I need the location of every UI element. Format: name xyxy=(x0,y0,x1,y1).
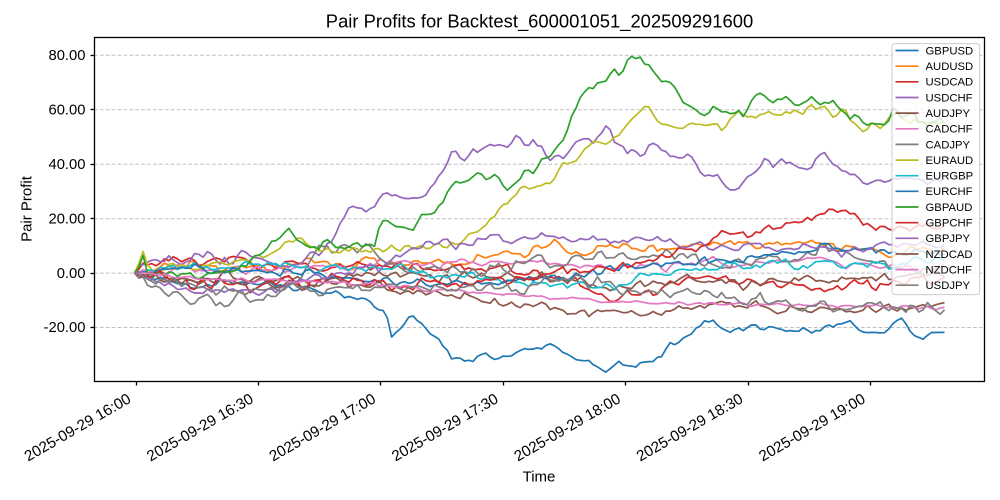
svg-text:AUDUSD: AUDUSD xyxy=(926,61,974,73)
svg-text:USDCAD: USDCAD xyxy=(926,77,974,89)
svg-text:CADJPY: CADJPY xyxy=(926,139,971,151)
svg-text:EURAUD: EURAUD xyxy=(926,155,974,167)
svg-text:CADCHF: CADCHF xyxy=(926,124,973,136)
svg-text:Pair Profit: Pair Profit xyxy=(19,175,36,242)
svg-text:Time: Time xyxy=(523,469,556,486)
svg-text:0.00: 0.00 xyxy=(57,266,86,282)
svg-text:20.00: 20.00 xyxy=(48,211,85,227)
svg-text:AUDJPY: AUDJPY xyxy=(926,108,971,120)
svg-text:USDJPY: USDJPY xyxy=(926,280,971,292)
svg-text:80.00: 80.00 xyxy=(48,48,85,64)
svg-text:EURGBP: EURGBP xyxy=(926,171,974,183)
svg-text:-20.00: -20.00 xyxy=(44,320,86,336)
svg-text:GBPJPY: GBPJPY xyxy=(926,233,971,245)
svg-text:GBPCHF: GBPCHF xyxy=(926,218,973,230)
svg-text:EURCHF: EURCHF xyxy=(926,186,973,198)
svg-text:GBPUSD: GBPUSD xyxy=(926,45,974,57)
svg-text:Pair Profits for Backtest_6000: Pair Profits for Backtest_600001051_2025… xyxy=(326,10,753,32)
svg-text:GBPAUD: GBPAUD xyxy=(926,202,973,214)
svg-text:NZDCHF: NZDCHF xyxy=(926,265,973,277)
svg-text:40.00: 40.00 xyxy=(48,157,85,173)
svg-text:NZDCAD: NZDCAD xyxy=(926,249,973,261)
svg-text:USDCHF: USDCHF xyxy=(926,92,973,104)
svg-text:60.00: 60.00 xyxy=(48,103,85,119)
